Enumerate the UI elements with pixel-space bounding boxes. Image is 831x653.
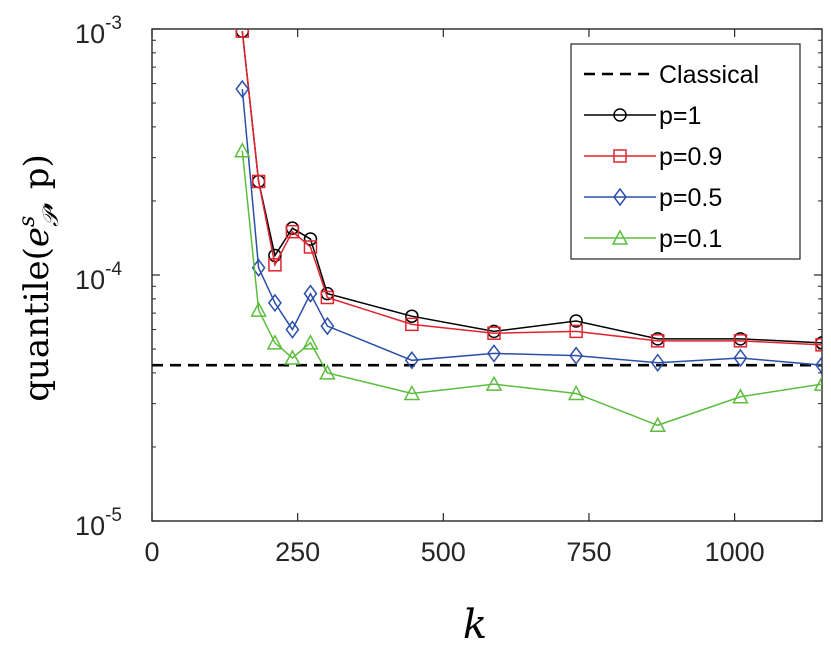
legend-label: p=1 <box>659 102 701 130</box>
x-tick-label: 1000 <box>705 537 765 567</box>
legend-box <box>570 43 801 260</box>
data-point <box>733 334 748 348</box>
data-point <box>733 348 748 368</box>
data-point <box>569 324 583 339</box>
data-point <box>250 301 267 317</box>
data-point <box>569 314 583 328</box>
data-point <box>319 364 336 380</box>
data-point <box>303 232 318 246</box>
data-point <box>284 349 301 365</box>
data-point <box>405 309 419 323</box>
data-point <box>267 293 282 313</box>
x-tick-label: 750 <box>566 537 611 567</box>
legend-marker <box>613 187 627 207</box>
y-axis-label-rest: , p) <box>17 154 57 211</box>
data-point <box>268 258 282 272</box>
data-point <box>567 384 585 401</box>
legend-label: p=0.9 <box>659 143 722 171</box>
legend-marker <box>613 108 627 122</box>
data-point <box>404 351 419 370</box>
y-axis-label: quantile(es𝒫, p) <box>15 154 64 402</box>
data-point <box>487 344 501 363</box>
y-tick-label: 10-3 <box>75 13 122 49</box>
data-point <box>320 316 335 336</box>
data-point <box>266 334 284 350</box>
x-tick-label: 0 <box>144 537 159 567</box>
legend: Classical p=1 p=0.9 p=0.5 p=0.1 <box>570 43 801 260</box>
series-4 <box>234 142 822 433</box>
data-point <box>650 334 665 348</box>
series-line <box>241 88 822 366</box>
data-point <box>285 224 300 239</box>
data-point <box>650 353 665 372</box>
data-point <box>235 79 250 99</box>
series-line <box>241 150 822 427</box>
data-point <box>485 375 503 391</box>
y-tick-label: 10-5 <box>75 505 122 541</box>
series-line <box>241 31 822 344</box>
y-axis-label-sup: s <box>15 216 40 227</box>
legend-marker <box>613 149 627 163</box>
data-point <box>813 375 822 391</box>
data-point <box>732 388 749 404</box>
legend-label: p=0.1 <box>659 225 722 253</box>
y-axis-label-e: e <box>17 227 57 247</box>
svg-text:quantile(es𝒫, p): quantile(es𝒫, p) <box>15 154 64 402</box>
x-tick-label: 500 <box>421 537 466 567</box>
data-point <box>285 320 300 339</box>
y-tick-label: 10-4 <box>75 259 122 295</box>
axes: 0 250 500 750 1000 10-3 10-4 10-5 <box>75 13 822 567</box>
legend-label: p=0.5 <box>659 184 722 212</box>
series-layer <box>152 29 822 433</box>
data-point <box>303 240 318 254</box>
legend-marker <box>611 229 629 245</box>
data-point <box>405 317 419 332</box>
data-point <box>569 346 584 365</box>
y-axis-label-fn: quantile( <box>17 247 57 402</box>
data-point <box>815 338 822 352</box>
series-line <box>241 31 822 346</box>
series-2 <box>235 29 822 352</box>
data-point <box>487 326 501 340</box>
data-point <box>403 384 421 401</box>
x-axis-label: k <box>463 602 487 648</box>
data-point <box>320 290 335 305</box>
data-point <box>235 29 250 38</box>
series-3 <box>235 79 822 375</box>
data-point <box>649 416 666 433</box>
legend-label: Classical <box>659 61 759 89</box>
data-point <box>302 334 319 350</box>
x-tick-label: 250 <box>275 537 320 567</box>
data-point <box>815 355 822 375</box>
data-point <box>303 284 318 303</box>
data-point <box>251 174 266 189</box>
data-point <box>234 142 251 158</box>
